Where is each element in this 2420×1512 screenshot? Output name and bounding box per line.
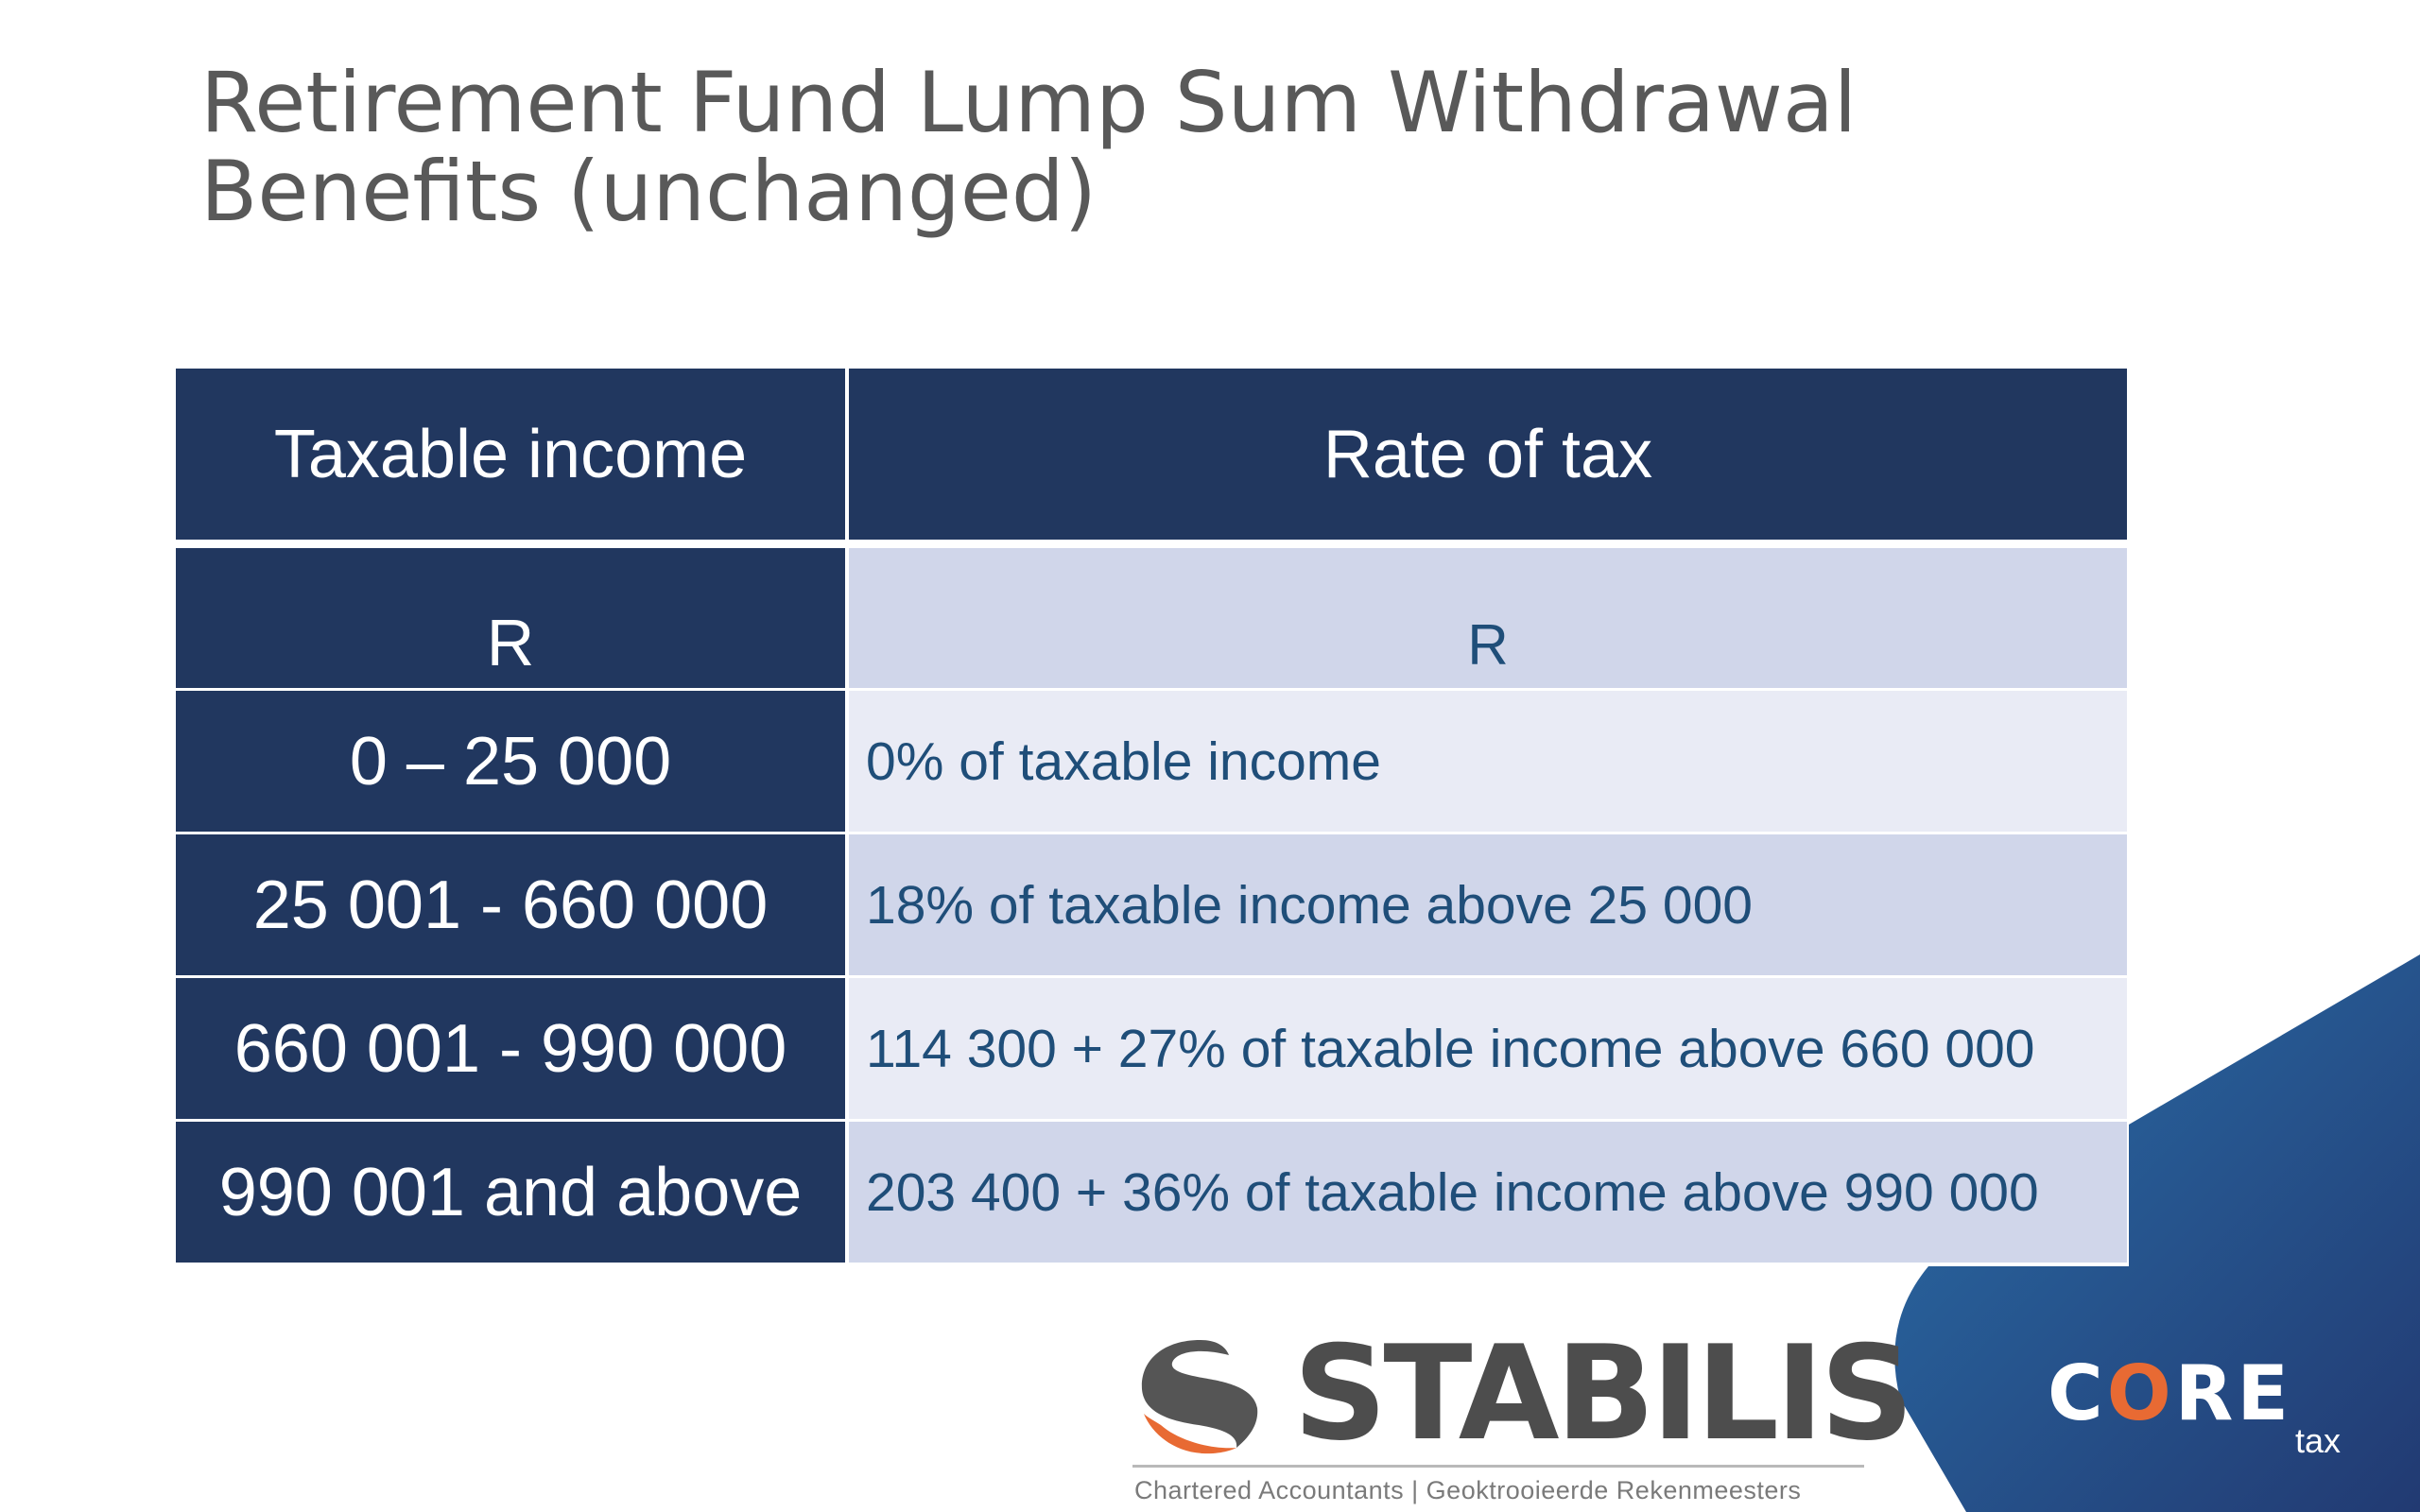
table-row: 25 001 - 660 000 18% of taxable income a…: [176, 832, 2127, 975]
core-wordmark: CORE: [2048, 1353, 2292, 1435]
table-header-row: Taxable income Rate of tax: [176, 369, 2127, 548]
tax-rate-table: Taxable income Rate of tax R R 0 – 25 00…: [176, 369, 2127, 1263]
table-row: 990 001 and above 203 400 + 36% of taxab…: [176, 1119, 2127, 1263]
table-row: 660 001 - 990 000 114 300 + 27% of taxab…: [176, 975, 2127, 1119]
tax-rate: 114 300 + 27% of taxable income above 66…: [849, 975, 2127, 1119]
unit-left: R: [176, 548, 849, 688]
table-row: 0 – 25 000 0% of taxable income: [176, 688, 2127, 832]
core-subtitle: tax: [2294, 1421, 2341, 1460]
core-tax-logo: CORE tax: [2048, 1353, 2341, 1461]
title-line-2: Benefits (unchanged): [200, 143, 1098, 240]
stabilis-wordmark: STABILIS: [1293, 1317, 1914, 1469]
core-letter-c: C: [2048, 1349, 2107, 1437]
income-bracket: 990 001 and above: [176, 1119, 849, 1263]
tax-rate: 18% of taxable income above 25 000: [849, 832, 2127, 975]
stabilis-swirl-icon: [1141, 1340, 1258, 1454]
slide-title: Retirement Fund Lump Sum Withdrawal Bene…: [200, 59, 2091, 236]
table-unit-row: R R: [176, 548, 2127, 688]
tax-rate: 0% of taxable income: [849, 688, 2127, 832]
stabilis-logo: STABILIS: [1131, 1323, 1914, 1512]
income-bracket: 0 – 25 000: [176, 688, 849, 832]
unit-right: R: [849, 548, 2127, 688]
header-taxable-income: Taxable income: [176, 369, 849, 548]
title-line-1: Retirement Fund Lump Sum Withdrawal: [200, 54, 1858, 151]
core-letters-re: RE: [2174, 1349, 2292, 1437]
stabilis-tagline: Chartered Accountants | Geoktrooieerde R…: [1134, 1476, 1802, 1504]
header-rate-of-tax: Rate of tax: [849, 369, 2127, 548]
stabilis-divider: [1132, 1465, 1864, 1468]
income-bracket: 25 001 - 660 000: [176, 832, 849, 975]
core-letter-o: O: [2106, 1349, 2175, 1437]
income-bracket: 660 001 - 990 000: [176, 975, 849, 1119]
tax-rate: 203 400 + 36% of taxable income above 99…: [849, 1119, 2127, 1263]
